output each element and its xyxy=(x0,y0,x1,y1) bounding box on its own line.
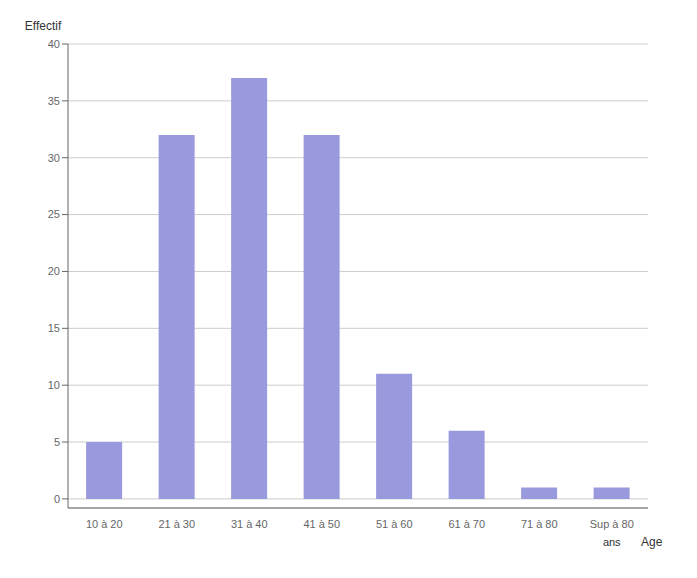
svg-text:0: 0 xyxy=(54,493,60,505)
svg-text:Sup à 80: Sup à 80 xyxy=(590,518,634,530)
svg-text:15: 15 xyxy=(48,322,60,334)
svg-text:30: 30 xyxy=(48,152,60,164)
svg-text:Effectif: Effectif xyxy=(25,19,62,33)
svg-text:21 à 30: 21 à 30 xyxy=(158,518,195,530)
svg-text:40: 40 xyxy=(48,38,60,50)
svg-text:10: 10 xyxy=(48,379,60,391)
svg-text:5: 5 xyxy=(54,436,60,448)
svg-text:71 à 80: 71 à 80 xyxy=(521,518,558,530)
svg-text:Age: Age xyxy=(641,535,663,549)
svg-text:31 à 40: 31 à 40 xyxy=(231,518,268,530)
svg-text:25: 25 xyxy=(48,208,60,220)
svg-text:61 à 70: 61 à 70 xyxy=(448,518,485,530)
svg-text:41 à 50: 41 à 50 xyxy=(303,518,340,530)
svg-text:10 à 20: 10 à 20 xyxy=(86,518,123,530)
svg-text:ans: ans xyxy=(603,536,621,548)
svg-text:51 à 60: 51 à 60 xyxy=(376,518,413,530)
svg-text:20: 20 xyxy=(48,265,60,277)
svg-text:35: 35 xyxy=(48,95,60,107)
